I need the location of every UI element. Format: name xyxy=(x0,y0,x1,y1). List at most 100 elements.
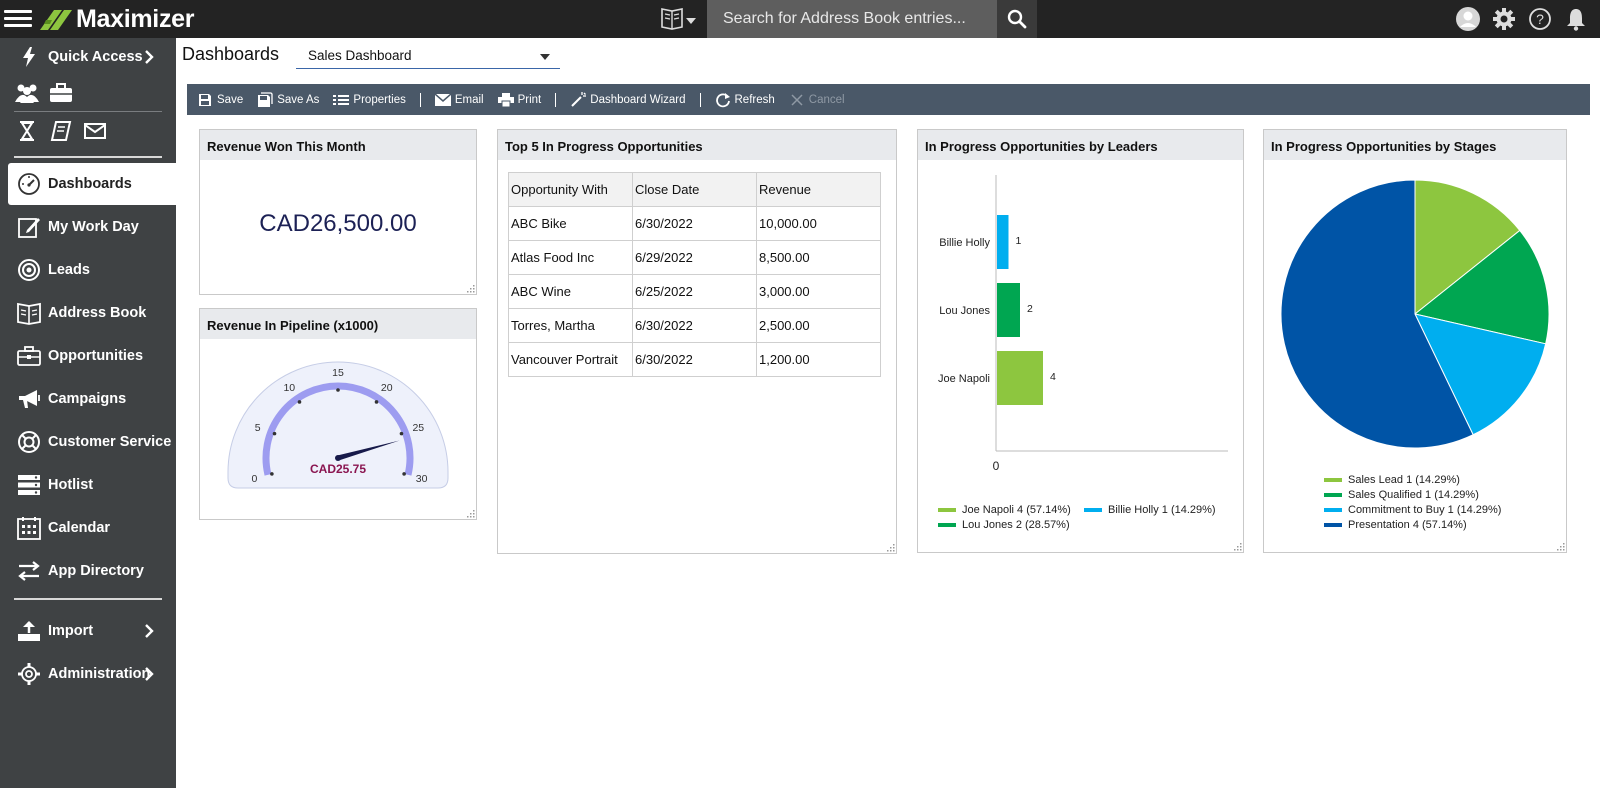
legend-item[interactable]: Billie Holly 1 (14.29%) xyxy=(1084,502,1216,517)
contacts-group-icon[interactable] xyxy=(14,81,40,105)
sidebar-item-my-work-day[interactable]: My Work Day xyxy=(0,206,176,248)
briefcase-icon[interactable] xyxy=(48,81,74,105)
top-bar: Maximizer xyxy=(0,0,1600,38)
gauge-tick-label: 25 xyxy=(412,422,424,434)
notebook-icon[interactable] xyxy=(48,119,74,143)
save-as-button[interactable]: Save As xyxy=(257,91,319,108)
table-row[interactable]: Torres, Martha 6/30/2022 2,500.00 xyxy=(508,308,881,343)
bar[interactable] xyxy=(997,215,1009,269)
search-button[interactable] xyxy=(997,0,1037,38)
sidebar-divider xyxy=(14,111,162,112)
panel-title: Revenue In Pipeline (x1000) xyxy=(200,309,476,339)
megaphone-icon xyxy=(14,386,44,412)
gauge-tick-mark xyxy=(399,431,404,436)
legend-item[interactable]: Presentation 4 (57.14%) xyxy=(1324,517,1501,532)
gauge-tick-mark xyxy=(297,400,302,404)
address-book-dropdown-button[interactable] xyxy=(660,6,708,32)
table-cell: 1,200.00 xyxy=(756,342,881,377)
resize-handle-icon[interactable] xyxy=(1557,543,1565,551)
upload-icon xyxy=(14,618,44,644)
sidebar-item-administration[interactable]: Administration xyxy=(0,653,176,695)
table-row[interactable]: Atlas Food Inc 6/29/2022 8,500.00 xyxy=(508,240,881,275)
cancel-button[interactable]: Cancel xyxy=(789,92,845,108)
settings-button[interactable] xyxy=(1490,6,1518,32)
panel-title: In Progress Opportunities by Stages xyxy=(1264,130,1566,160)
sidebar-item-dashboards[interactable]: Dashboards xyxy=(8,163,176,205)
refresh-button[interactable]: Refresh xyxy=(715,92,775,108)
legend-item[interactable]: Sales Qualified 1 (14.29%) xyxy=(1324,487,1501,502)
gauge-tick-mark xyxy=(374,400,379,404)
resize-handle-icon[interactable] xyxy=(1234,543,1242,551)
user-avatar[interactable] xyxy=(1454,6,1482,32)
opportunities-by-leaders-panel: In Progress Opportunities by Leaders 0 Bi… xyxy=(917,129,1244,553)
sidebar-item-label: Administration xyxy=(48,666,151,682)
notifications-button[interactable] xyxy=(1562,6,1590,32)
gauge-tick-mark xyxy=(270,472,274,476)
legend-item[interactable]: Commitment to Buy 1 (14.29%) xyxy=(1324,502,1501,517)
resize-handle-icon[interactable] xyxy=(467,285,475,293)
pie-slice[interactable] xyxy=(1414,313,1547,436)
gauge-background xyxy=(227,361,449,489)
email-button[interactable]: Email xyxy=(434,92,484,108)
save-button[interactable]: Save xyxy=(197,92,243,108)
column-header[interactable]: Close Date xyxy=(632,172,757,207)
sidebar-item-opportunities[interactable]: Opportunities xyxy=(0,335,176,377)
resize-handle-icon[interactable] xyxy=(887,544,895,552)
legend-item[interactable]: Joe Napoli 4 (57.14%) xyxy=(938,502,1084,517)
chevron-right-icon xyxy=(145,667,154,681)
hamburger-menu-icon[interactable] xyxy=(4,7,32,31)
pie-slice[interactable] xyxy=(1280,179,1474,449)
column-header[interactable]: Revenue xyxy=(756,172,881,207)
column-header[interactable]: Opportunity With xyxy=(508,172,633,207)
sidebar-item-label: Calendar xyxy=(48,520,111,536)
hourglass-icon[interactable] xyxy=(14,119,40,143)
sidebar-item-app-directory[interactable]: App Directory xyxy=(0,550,176,592)
sidebar-item-label: Address Book xyxy=(48,305,147,321)
help-button[interactable]: ? xyxy=(1526,6,1554,32)
mail-icon[interactable] xyxy=(82,119,108,143)
dashboard-wizard-button[interactable]: Dashboard Wizard xyxy=(570,91,686,108)
print-button[interactable]: Print xyxy=(497,92,541,108)
app-logo[interactable]: Maximizer xyxy=(38,4,194,34)
dashboard-select[interactable]: Sales Dashboard xyxy=(296,45,560,69)
sidebar: Quick Access Dashboards My Work Day xyxy=(0,38,176,788)
resize-handle-icon[interactable] xyxy=(467,510,475,518)
envelope-icon xyxy=(434,92,451,108)
table-cell: ABC Bike xyxy=(508,206,633,241)
table-row[interactable]: Vancouver Portrait 6/30/2022 1,200.00 xyxy=(508,342,881,377)
legend-item[interactable]: Lou Jones 2 (28.57%) xyxy=(938,517,1238,532)
calendar-icon xyxy=(14,515,44,541)
sidebar-item-leads[interactable]: Leads xyxy=(0,249,176,291)
sidebar-item-quick-access[interactable]: Quick Access xyxy=(0,36,176,78)
leaders-bar-chart: 0 Billie Holly 1 Lou Jones 2 Joe Napoli 4 xyxy=(938,175,1228,473)
table-row[interactable]: ABC Bike 6/30/2022 10,000.00 xyxy=(508,206,881,241)
bar[interactable] xyxy=(997,283,1020,337)
dashboard-select-value: Sales Dashboard xyxy=(308,48,412,63)
bell-icon xyxy=(1567,9,1585,31)
legend-swatch xyxy=(1324,477,1342,482)
gauge-arc xyxy=(262,382,414,476)
sidebar-item-import[interactable]: Import xyxy=(0,610,176,652)
chevron-right-icon xyxy=(145,624,154,638)
sidebar-item-address-book[interactable]: Address Book xyxy=(0,292,176,334)
chevron-right-icon xyxy=(145,50,154,64)
search-input[interactable] xyxy=(707,0,997,38)
bar[interactable] xyxy=(997,351,1043,405)
table-row[interactable]: ABC Wine 6/25/2022 3,000.00 xyxy=(508,274,881,309)
sidebar-item-hotlist[interactable]: Hotlist xyxy=(0,464,176,506)
pie-slice[interactable] xyxy=(1413,229,1550,345)
sidebar-item-campaigns[interactable]: Campaigns xyxy=(0,378,176,420)
address-book-icon xyxy=(661,8,696,30)
table-cell: 6/25/2022 xyxy=(632,274,757,309)
pie-slice[interactable] xyxy=(1414,179,1521,316)
magic-wand-icon xyxy=(570,91,587,108)
properties-button[interactable]: Properties xyxy=(333,92,406,108)
table-cell: 8,500.00 xyxy=(756,240,881,275)
search-box xyxy=(707,0,997,38)
y-tick-label: Joe Napoli xyxy=(938,373,990,385)
sidebar-item-customer-service[interactable]: Customer Service xyxy=(0,421,176,463)
gauge-hub xyxy=(335,455,341,461)
table-cell: Torres, Martha xyxy=(508,308,633,343)
sidebar-item-calendar[interactable]: Calendar xyxy=(0,507,176,549)
legend-item[interactable]: Sales Lead 1 (14.29%) xyxy=(1324,472,1501,487)
